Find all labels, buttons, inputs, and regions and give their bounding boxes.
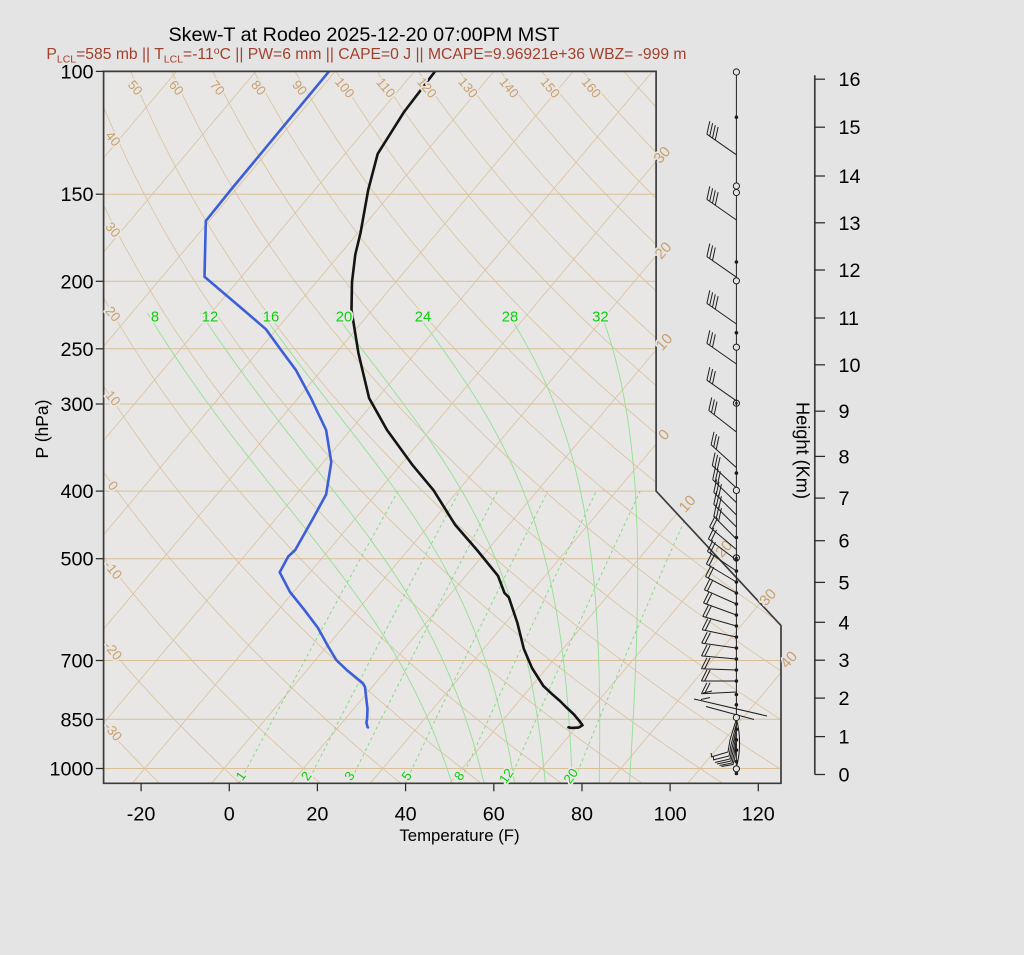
svg-text:80: 80 [571,803,593,825]
svg-text:1000: 1000 [49,759,93,781]
svg-text:11: 11 [839,308,860,330]
svg-text:400: 400 [60,481,93,503]
svg-text:200: 200 [60,271,93,293]
svg-text:20: 20 [336,310,352,326]
svg-text:4: 4 [839,612,850,634]
svg-text:300: 300 [60,394,93,416]
svg-text:7: 7 [839,488,850,510]
svg-text:5: 5 [839,572,850,594]
svg-text:700: 700 [60,651,93,673]
svg-text:16: 16 [839,69,861,91]
svg-text:PLCL=585 mb || TLCL=-11oC || P: PLCL=585 mb || TLCL=-11oC || PW=6 mm || … [46,45,686,66]
svg-text:6: 6 [839,531,850,553]
svg-text:120: 120 [742,803,775,825]
svg-text:Skew-T at Rodeo 2025-12-20 07:: Skew-T at Rodeo 2025-12-20 07:00PM MST [168,24,559,46]
svg-text:9: 9 [839,401,850,423]
svg-text:15: 15 [839,117,861,139]
svg-text:0: 0 [224,803,235,825]
svg-text:P (hPa): P (hPa) [32,399,52,458]
svg-text:Height (Km): Height (Km) [793,402,813,499]
svg-text:16: 16 [263,310,279,326]
svg-text:500: 500 [60,549,93,571]
svg-text:40: 40 [395,803,417,825]
svg-text:60: 60 [483,803,505,825]
svg-text:2: 2 [839,688,850,710]
svg-text:14: 14 [839,166,861,188]
svg-text:100: 100 [60,61,93,83]
svg-text:Temperature (F): Temperature (F) [399,826,519,845]
svg-text:1: 1 [839,727,850,749]
svg-text:-20: -20 [127,803,156,825]
svg-text:32: 32 [592,310,608,326]
svg-text:12: 12 [202,310,218,326]
svg-text:100: 100 [654,803,687,825]
svg-text:13: 13 [839,213,861,235]
svg-text:24: 24 [415,310,431,326]
svg-text:850: 850 [60,709,93,731]
svg-text:10: 10 [839,355,861,377]
svg-text:0: 0 [839,765,850,787]
svg-text:3: 3 [839,650,850,672]
svg-text:250: 250 [60,339,93,361]
svg-text:20: 20 [306,803,328,825]
svg-text:150: 150 [60,184,93,206]
svg-text:28: 28 [502,310,518,326]
svg-text:8: 8 [839,446,850,468]
svg-text:12: 12 [839,260,861,282]
svg-text:8: 8 [151,310,159,326]
